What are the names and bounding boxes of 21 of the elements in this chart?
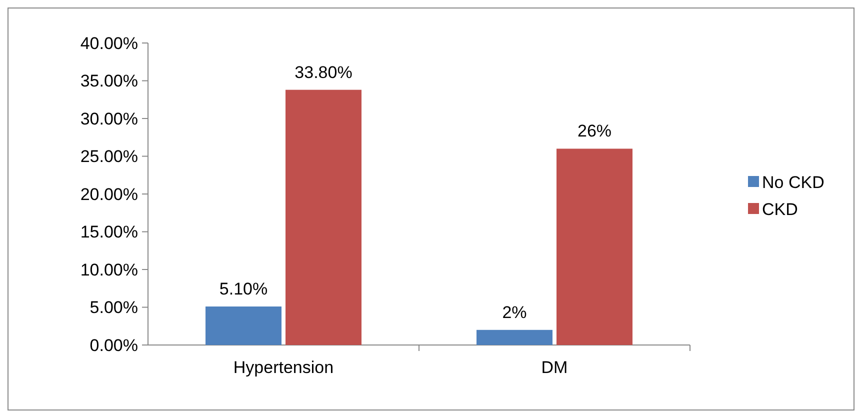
y-tick-label: 30.00% (80, 109, 138, 128)
y-tick-label: 15.00% (80, 222, 138, 242)
data-label: 5.10% (219, 279, 268, 298)
legend-label: No CKD (762, 172, 824, 192)
y-tick-label: 25.00% (80, 147, 138, 166)
data-label: 33.80% (294, 62, 352, 82)
y-tick-label: 0.00% (90, 336, 138, 355)
bar (476, 330, 552, 345)
data-label: 26% (577, 122, 612, 141)
y-tick-label: 5.00% (90, 298, 138, 318)
x-tick-label: DM (541, 358, 568, 377)
bar (286, 90, 362, 345)
data-label: 2% (502, 302, 527, 322)
y-tick-label: 10.00% (80, 260, 138, 280)
y-tick-label: 35.00% (80, 72, 138, 91)
legend-label: CKD (762, 200, 798, 219)
y-tick-label: 20.00% (80, 184, 138, 204)
bar (556, 148, 632, 345)
bar (206, 306, 282, 345)
y-tick-label: 40.00% (80, 34, 138, 53)
x-tick-label: Hypertension (233, 358, 334, 377)
